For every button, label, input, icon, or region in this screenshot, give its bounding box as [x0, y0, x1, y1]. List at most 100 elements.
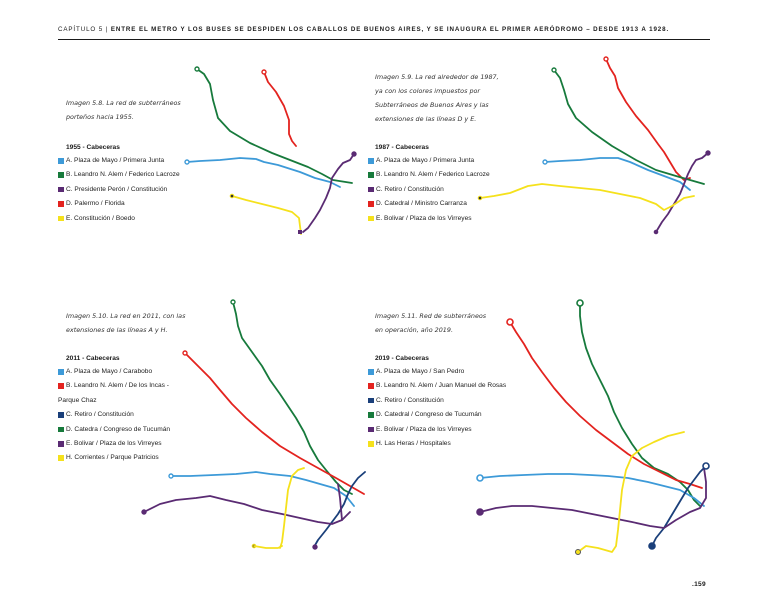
- caption-line: extensiones de las líneas A y H.: [66, 326, 168, 334]
- legend-label: C. Retiro / Constitución: [66, 411, 134, 419]
- chapter-title: ENTRE EL METRO Y LOS BUSES SE DESPIDEN L…: [108, 26, 670, 33]
- legend-item: A. Plaza de Mayo / Primera Junta: [368, 154, 490, 168]
- legend-label: A. Plaza de Mayo / Carabobo: [66, 368, 153, 375]
- terminal-marker: [261, 69, 267, 75]
- line-c-2011: [313, 471, 366, 548]
- terminal-marker: [551, 67, 557, 73]
- line-a-2019: [479, 473, 705, 507]
- terminal-marker: [182, 350, 188, 356]
- terminal-marker: [542, 159, 548, 165]
- legend-item-continuation: Parque Chaz: [58, 394, 170, 408]
- line-e-1987: [479, 183, 695, 211]
- line-c-2019: [651, 465, 707, 547]
- line-swatch: [368, 186, 374, 193]
- terminal-marker: [576, 299, 584, 307]
- caption-2011: Imagen 5.10. La red en 2011, con las ext…: [66, 309, 216, 337]
- caption-line: Imagen 5.11. Red de subterráneos: [375, 312, 487, 320]
- legend-label: A. Plaza de Mayo / San Pedro: [376, 368, 465, 375]
- line-e-branch-2011: [337, 483, 343, 521]
- terminal-marker: [603, 56, 609, 62]
- running-header-text: CAPÍTULO 5 | ENTRE EL METRO Y LOS BUSES …: [58, 26, 669, 33]
- legend-item: C. Presidente Perón / Constitución: [58, 183, 180, 197]
- line-swatch: [58, 369, 64, 375]
- legend-1987: A. Plaza de Mayo / Primera Junta B. Lean…: [368, 154, 490, 226]
- line-d-2011: [232, 301, 353, 495]
- line-swatch: [368, 158, 374, 164]
- terminal-marker: [229, 193, 235, 199]
- chapter-label: CAPÍTULO 5 |: [58, 26, 109, 33]
- terminal-marker: [476, 474, 484, 482]
- caption-line: Imagen 5.10. La red en 2011, con las: [66, 312, 186, 320]
- terminal-marker: [194, 66, 200, 72]
- legend-item: A. Plaza de Mayo / Primera Junta: [58, 154, 180, 168]
- legend-label: C. Retiro / Constitución: [376, 396, 444, 404]
- map-1955: [184, 66, 357, 235]
- terminal-marker: [506, 318, 514, 326]
- line-e-1955: [231, 195, 302, 235]
- line-swatch: [368, 201, 374, 207]
- line-swatch: [368, 397, 374, 404]
- line-h-2011: [279, 467, 305, 549]
- legend-label: C. Presidente Perón / Constitución: [66, 185, 168, 193]
- legend-label: D. Catedral / Congreso de Tucumán: [376, 411, 482, 419]
- line-e-2011: [143, 495, 351, 525]
- caption-1955: Imagen 5.8. La red de subterráneos porte…: [66, 96, 216, 124]
- legend-item: E. Constitución / Boedo: [58, 212, 180, 226]
- legend-item: B. Leandro N. Alem / Federico Lacroze: [58, 168, 180, 182]
- legend-item: E. Bolivar / Plaza de los Virreyes: [58, 437, 170, 451]
- legend-item: E. Bolivar / Plaza de los Virreyes: [368, 212, 490, 226]
- terminal-marker: [230, 299, 236, 305]
- line-d-2019: [579, 302, 701, 507]
- legend-label: Parque Chaz: [58, 396, 97, 404]
- line-d-1955: [263, 71, 297, 147]
- line-swatch: [368, 172, 374, 178]
- caption-line: extensiones de las líneas D y E.: [375, 115, 477, 123]
- legend-label: E. Constitución / Boedo: [66, 214, 135, 222]
- legend-item: B. Leandro N. Alem / Juan Manuel de Rosa…: [368, 379, 506, 393]
- legend-label: H. Corrientes / Parque Patricios: [66, 454, 159, 462]
- legend-item: B. Leandro N. Alem / De los Incas -: [58, 379, 170, 393]
- terminal-marker: [184, 159, 190, 165]
- legend-label: A. Plaza de Mayo / Primera Junta: [376, 157, 475, 164]
- legend-item: H. Las Heras / Hospitales: [368, 437, 506, 451]
- legend-item: H. Corrientes / Parque Patricios: [58, 451, 170, 465]
- running-header: CAPÍTULO 5 | ENTRE EL METRO Y LOS BUSES …: [58, 24, 710, 40]
- caption-line: en operación, año 2019.: [375, 326, 453, 334]
- legend-item: C. Retiro / Constitución: [58, 408, 170, 422]
- caption-line: ya con los colores impuestos por: [375, 87, 481, 95]
- line-b-2019: [509, 321, 703, 489]
- line-swatch: [368, 412, 374, 418]
- legend-label: B. Leandro N. Alem / Federico Lacroze: [376, 171, 490, 179]
- line-b-2011: [184, 352, 365, 495]
- map-1987: [477, 56, 711, 235]
- line-swatch: [58, 383, 64, 389]
- page-number: .159: [691, 581, 706, 588]
- legend-item: C. Retiro / Constitución: [368, 394, 506, 408]
- terminal-marker: [351, 151, 357, 157]
- legend-title-1955: 1955 - Cabeceras: [66, 144, 120, 151]
- line-swatch: [58, 455, 64, 461]
- line-b-1955: [196, 68, 353, 184]
- line-swatch: [58, 412, 64, 418]
- legend-item: D. Catedral / Ministro Carranza: [368, 197, 490, 211]
- line-c-1987: [655, 152, 709, 233]
- legend-item: D. Catedral / Congreso de Tucumán: [368, 408, 506, 422]
- line-swatch: [368, 369, 374, 375]
- line-swatch: [58, 215, 64, 222]
- terminal-marker: [312, 544, 318, 550]
- legend-label: E. Bolivar / Plaza de los Virreyes: [66, 440, 162, 448]
- terminal-marker: [168, 473, 174, 479]
- legend-2011: A. Plaza de Mayo / Carabobo B. Leandro N…: [58, 365, 170, 466]
- line-b-1987: [553, 69, 705, 185]
- line-c-1955: [302, 153, 355, 233]
- legend-label: D. Catedra / Congreso de Tucumán: [66, 425, 171, 433]
- line-swatch: [368, 426, 374, 433]
- terminal-marker: [702, 462, 710, 470]
- terminal-marker: [648, 542, 656, 550]
- map-2019: [476, 299, 710, 555]
- line-a-1987: [544, 157, 691, 191]
- line-e-2019: [479, 467, 707, 529]
- line-a-1955: [186, 157, 341, 188]
- legend-label: A. Plaza de Mayo / Primera Junta: [66, 157, 165, 164]
- line-swatch: [368, 383, 374, 389]
